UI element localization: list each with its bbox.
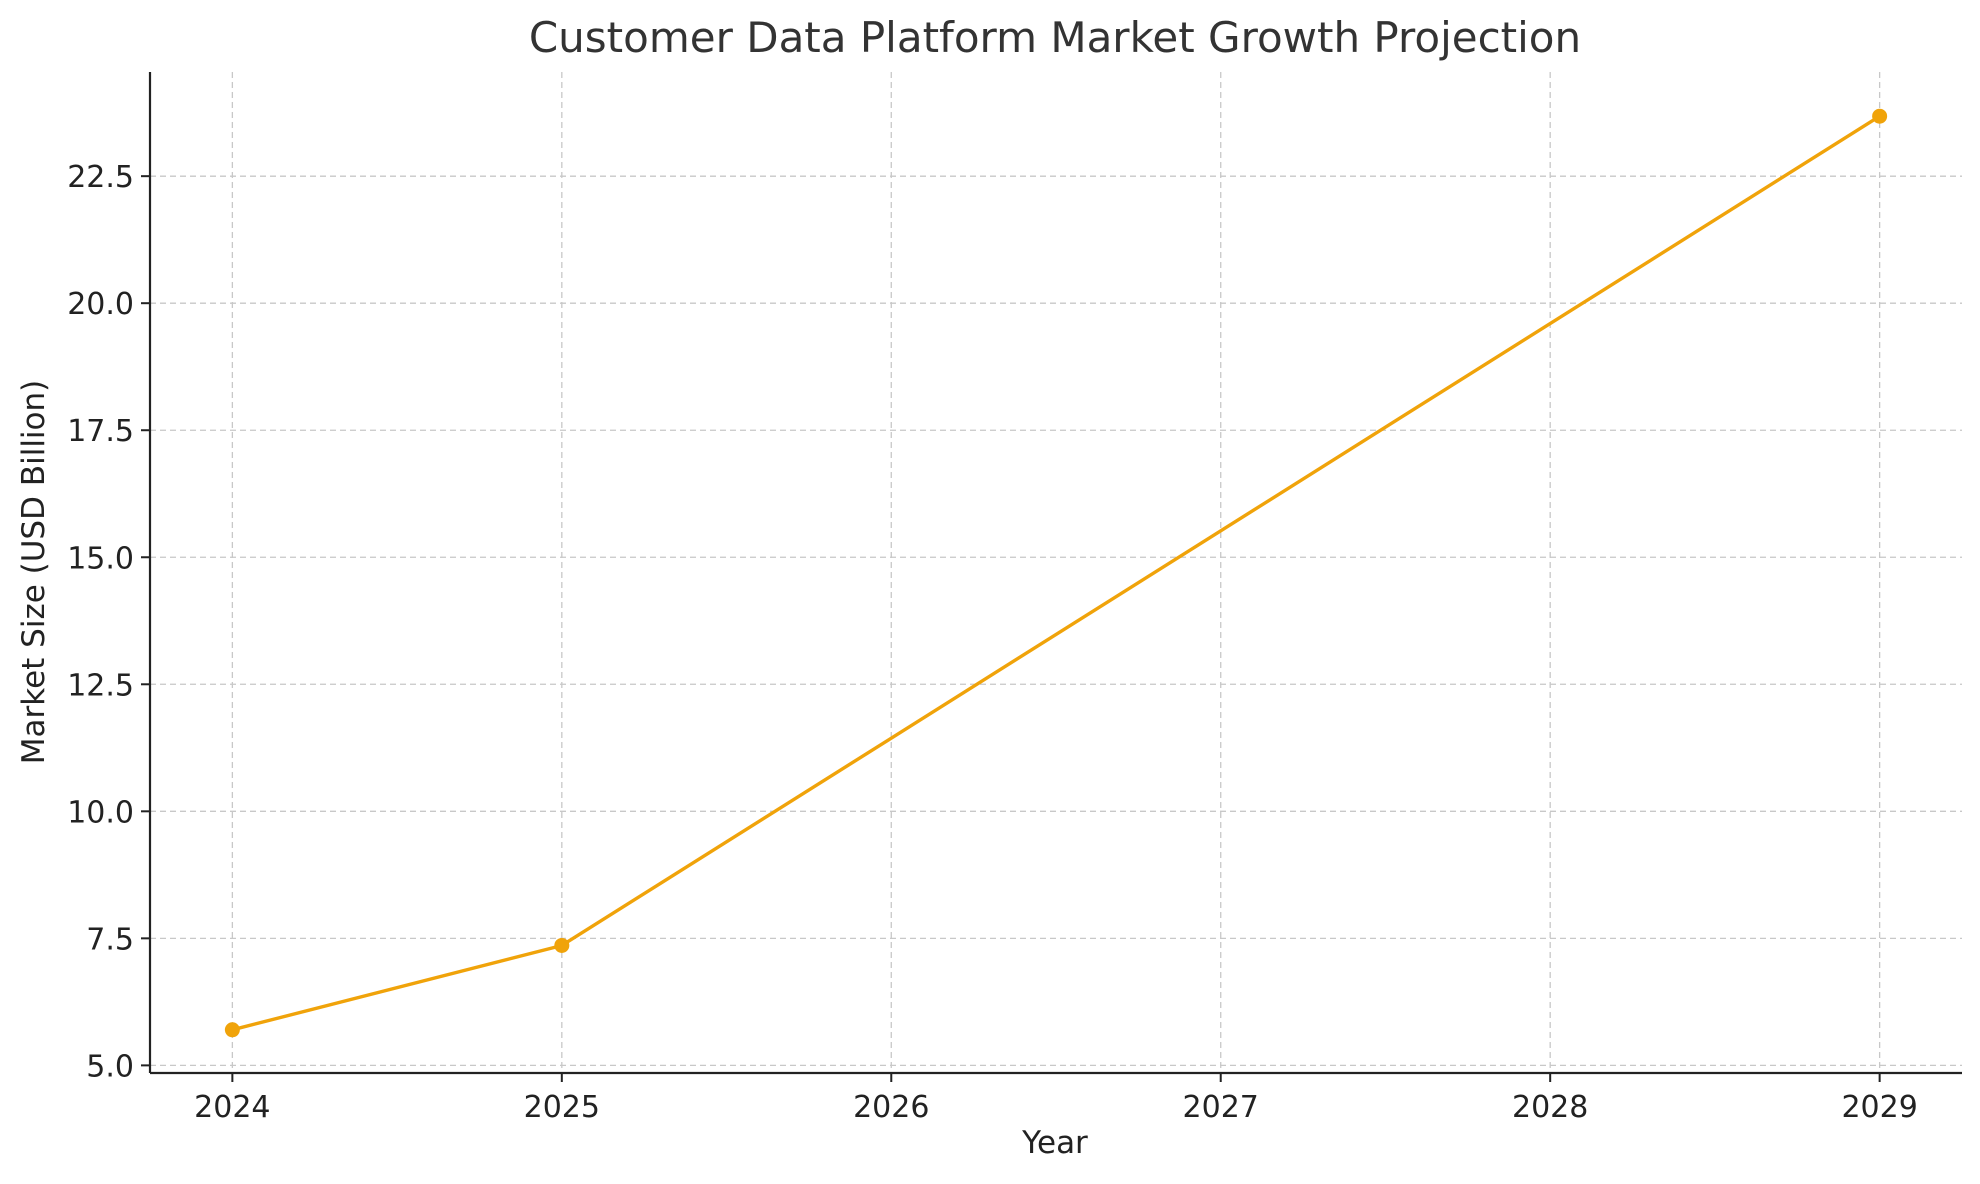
x-tick-label: 2029 [1841,1090,1917,1125]
y-tick-label: 10.0 [67,795,134,830]
x-tick-label: 2028 [1512,1090,1588,1125]
x-axis-ticks: 2024 2025 2026 2027 2028 2029 [194,1073,1918,1125]
y-tick-label: 7.5 [86,922,134,957]
x-tick-label: 2027 [1183,1090,1259,1125]
x-tick-label: 2024 [194,1090,270,1125]
series-layer [224,108,1888,1038]
y-axis-ticks: 5.0 7.5 10.0 12.5 15.0 17.5 20.0 22.5 [67,160,150,1084]
chart-title: Customer Data Platform Market Growth Pro… [529,13,1581,62]
grid-layer [150,72,1962,1073]
y-tick-label: 12.5 [67,668,134,703]
y-tick-label: 22.5 [67,160,134,195]
y-axis-label: Market Size (USD Billion) [16,380,52,765]
y-tick-label: 5.0 [86,1049,134,1084]
x-tick-label: 2025 [524,1090,600,1125]
axes-layer [148,72,1962,1075]
data-point [554,937,570,953]
y-tick-label: 20.0 [67,287,134,322]
series-line [231,114,1881,1032]
data-point [1872,108,1888,124]
y-tick-label: 15.0 [67,541,134,576]
y-tick-label: 17.5 [67,414,134,449]
data-point [224,1022,240,1038]
x-tick-label: 2026 [853,1090,929,1125]
x-axis-label: Year [1021,1125,1088,1161]
